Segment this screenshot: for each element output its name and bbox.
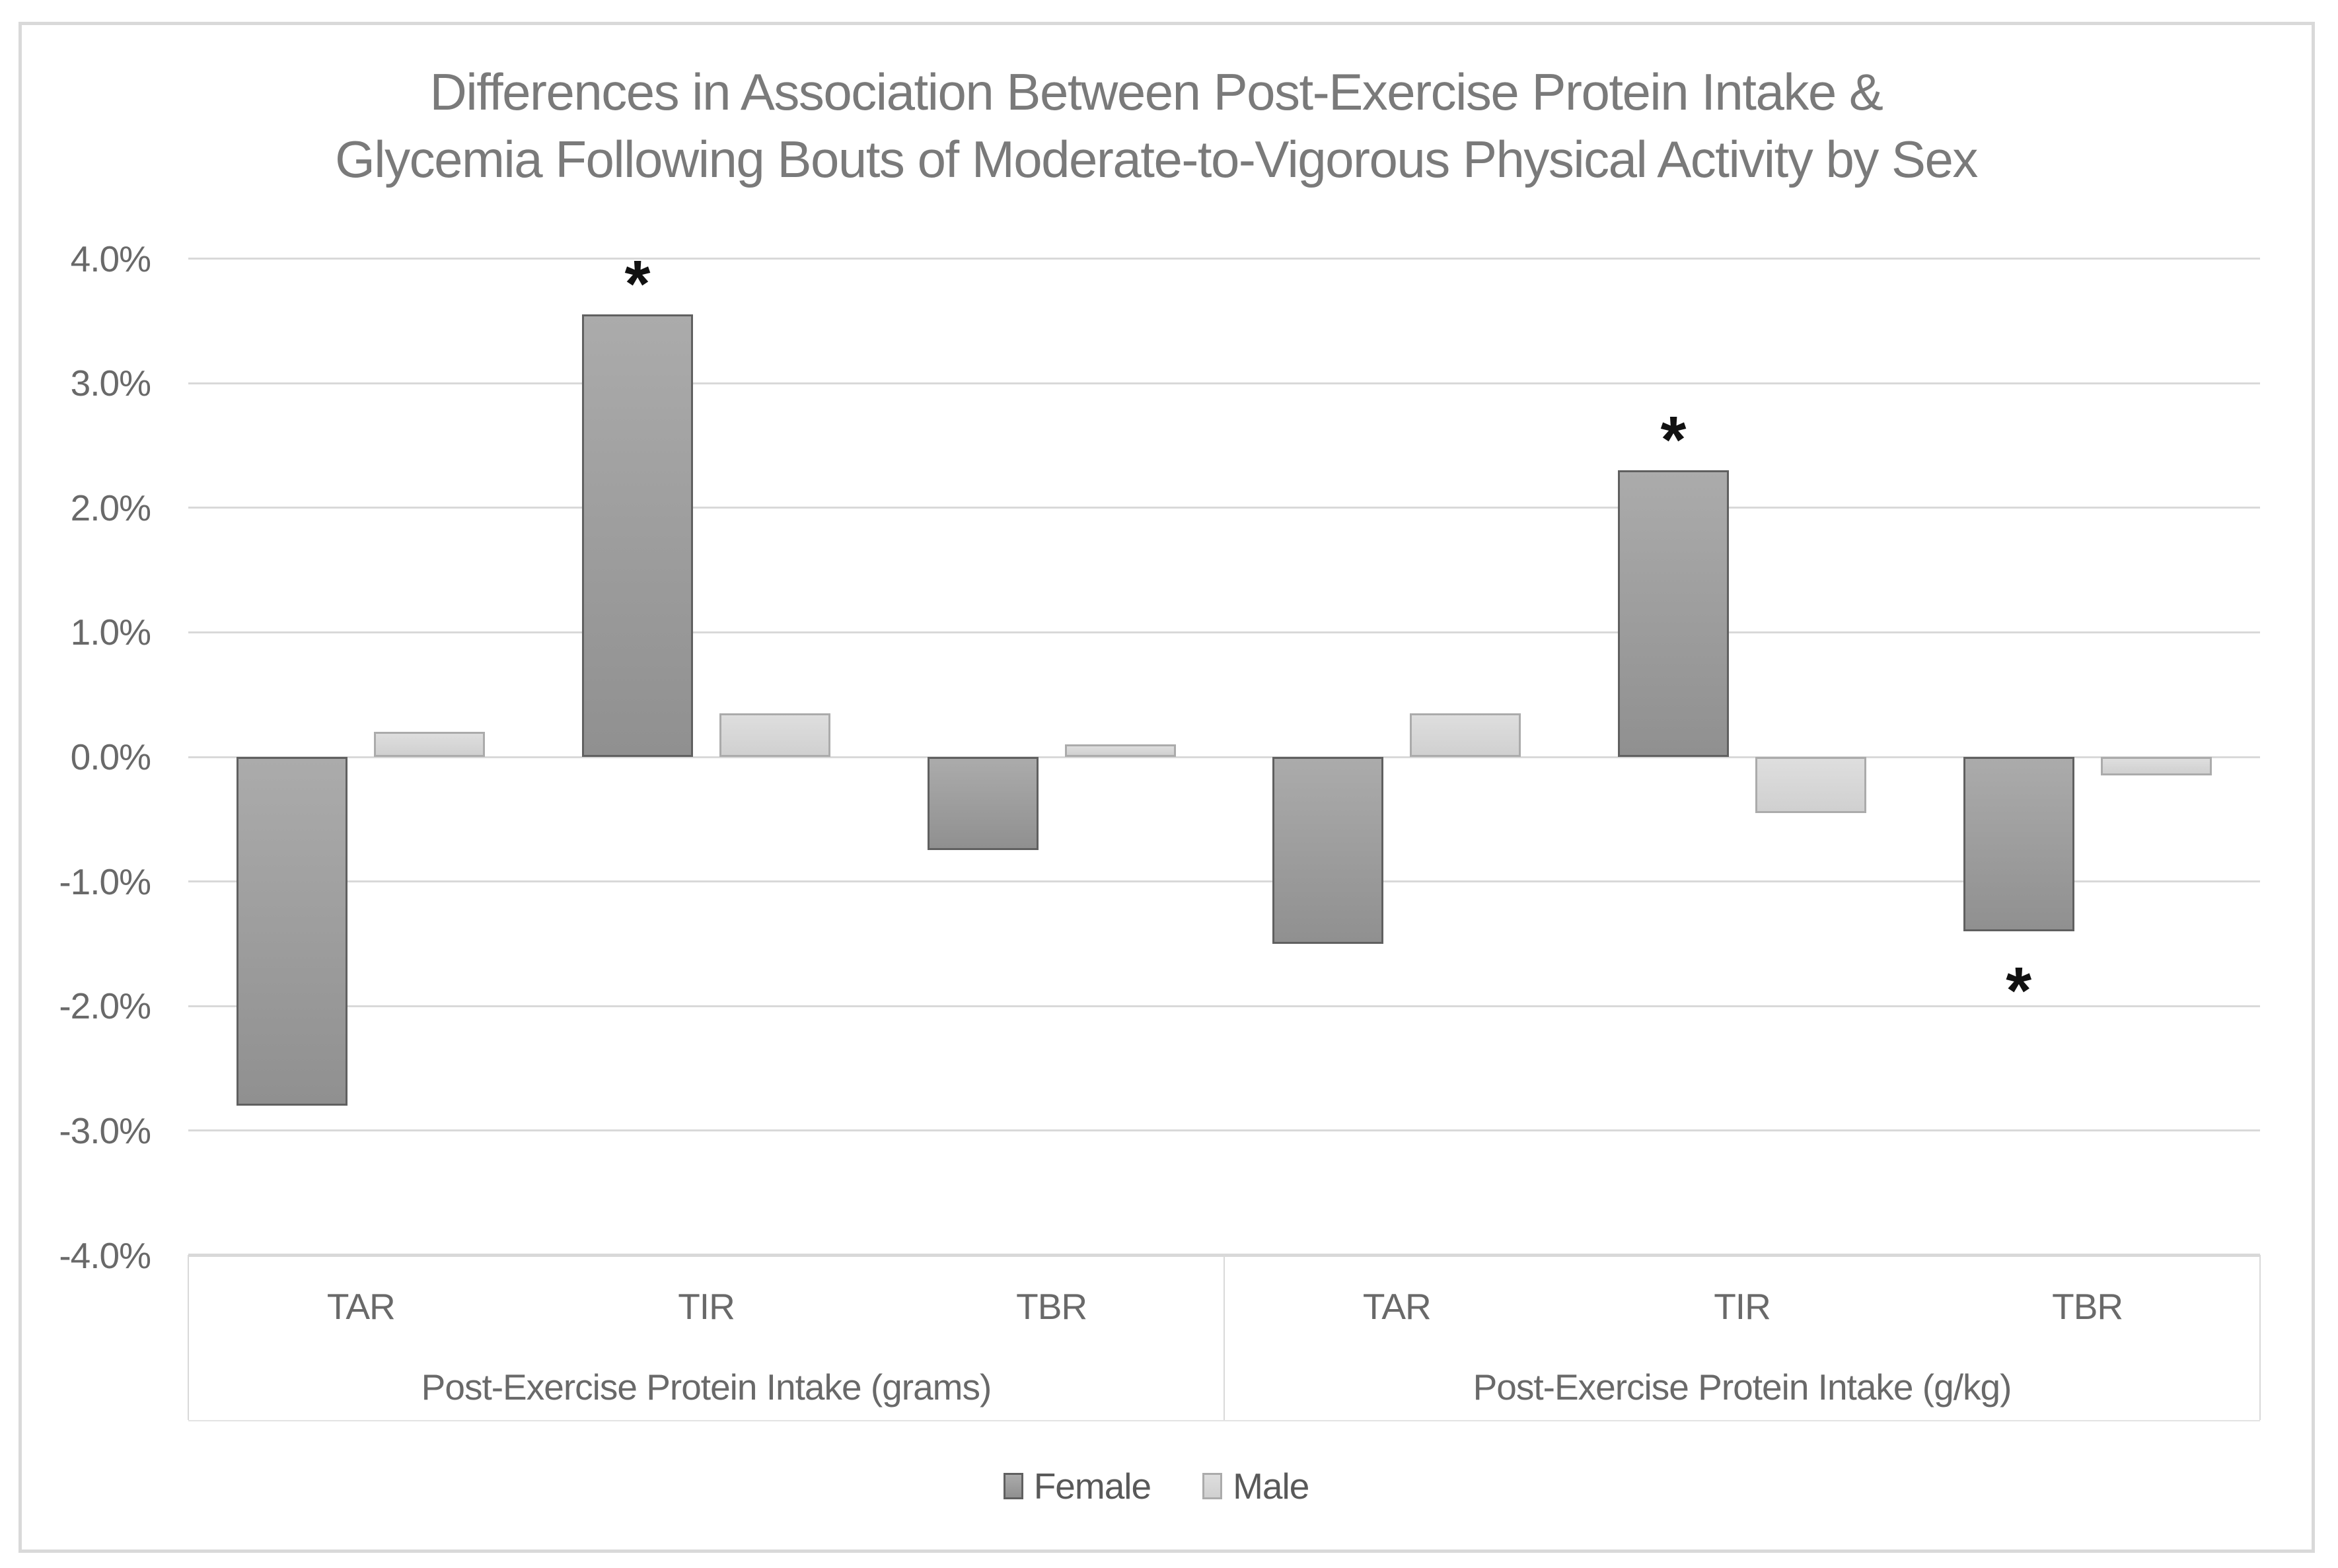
chart-title-line1: Differences in Association Between Post-… [429, 63, 1883, 121]
legend-swatch-male [1202, 1473, 1223, 1499]
gridline [188, 258, 2260, 260]
legend-label: Female [1033, 1466, 1151, 1507]
bar-female-tbr-group2 [1963, 757, 2074, 932]
gridline [188, 756, 2260, 758]
chart-frame [18, 22, 2315, 1553]
y-axis-tick-label: 1.0% [70, 612, 151, 653]
category-band-divider [1224, 1255, 1225, 1420]
category-band-bottom-border [188, 1420, 2260, 1421]
y-axis-tick-label: -3.0% [59, 1110, 151, 1151]
bar-male-tbr-group1 [1064, 744, 1176, 757]
bar-male-tir-group2 [1755, 757, 1866, 813]
y-axis-tick-label: 2.0% [70, 487, 151, 528]
legend-item-female: Female [1003, 1465, 1151, 1507]
significance-asterisk: * [2006, 954, 2032, 1028]
category-axis-label: TAR [1362, 1286, 1432, 1327]
bar-female-tar-group1 [237, 757, 348, 1106]
legend: Female Male [0, 1465, 2312, 1507]
category-band-divider [2259, 1255, 2261, 1420]
bar-female-tar-group2 [1272, 757, 1384, 944]
gridline [188, 631, 2260, 633]
category-axis-label: TBR [2052, 1286, 2123, 1327]
legend-item-male: Male [1202, 1465, 1309, 1507]
bar-male-tar-group2 [1410, 713, 1521, 757]
gridline [188, 880, 2260, 883]
y-axis-tick-label: 0.0% [70, 736, 151, 777]
bar-female-tbr-group1 [927, 757, 1039, 851]
legend-swatch-female [1003, 1473, 1023, 1499]
y-axis-tick-label: -1.0% [59, 861, 151, 902]
group-axis-label: Post-Exercise Protein Intake (g/kg) [1473, 1367, 2012, 1408]
significance-asterisk: * [1660, 403, 1687, 478]
category-axis-label: TIR [678, 1286, 735, 1327]
gridline [188, 507, 2260, 509]
y-axis-tick-label: -2.0% [59, 985, 151, 1027]
legend-label: Male [1233, 1466, 1309, 1507]
bar-female-tir-group2 [1618, 470, 1729, 757]
y-axis-tick-label: -4.0% [59, 1234, 151, 1276]
significance-asterisk: * [624, 247, 651, 322]
gridline [188, 382, 2260, 384]
gridline [188, 1129, 2260, 1132]
bar-male-tar-group1 [374, 732, 486, 757]
bar-male-tir-group1 [719, 713, 830, 757]
chart-title: Differences in Association Between Post-… [0, 58, 2312, 193]
group-axis-label: Post-Exercise Protein Intake (grams) [421, 1367, 992, 1408]
category-axis-label: TAR [326, 1286, 396, 1327]
y-axis-tick-label: 4.0% [70, 238, 151, 279]
category-axis-label: TIR [1714, 1286, 1771, 1327]
category-axis-label: TBR [1016, 1286, 1087, 1327]
gridline [188, 1005, 2260, 1007]
category-band-divider [188, 1255, 189, 1420]
bar-male-tbr-group2 [2100, 757, 2212, 776]
chart-title-line2: Glycemia Following Bouts of Moderate-to-… [335, 130, 1978, 188]
y-axis-tick-label: 3.0% [70, 363, 151, 404]
bar-female-tir-group1 [582, 314, 693, 757]
